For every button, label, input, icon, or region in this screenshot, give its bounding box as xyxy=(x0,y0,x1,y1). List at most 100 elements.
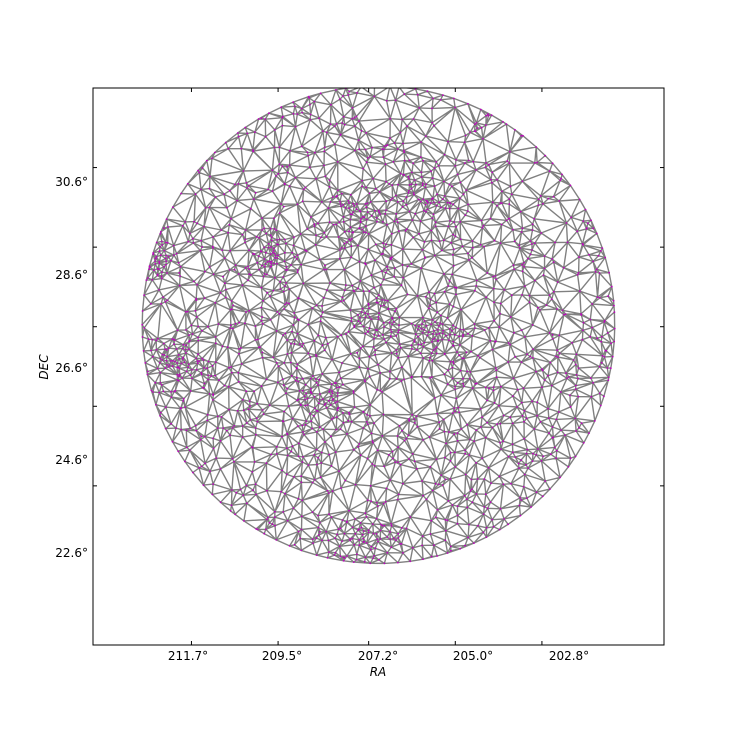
data-point xyxy=(417,325,420,328)
data-point xyxy=(480,126,483,129)
data-point xyxy=(357,314,359,316)
data-point xyxy=(405,437,408,440)
data-point xyxy=(448,201,451,204)
data-point xyxy=(321,398,324,401)
data-point xyxy=(241,436,244,438)
data-point xyxy=(293,476,295,478)
data-point xyxy=(352,202,354,205)
data-point xyxy=(284,332,287,335)
data-point xyxy=(521,180,524,183)
data-point xyxy=(395,377,398,380)
data-point xyxy=(378,211,381,214)
data-point xyxy=(164,300,167,303)
data-point xyxy=(351,107,354,109)
data-point xyxy=(528,294,531,297)
data-point xyxy=(359,322,362,325)
data-point xyxy=(315,448,318,451)
data-point xyxy=(292,324,295,326)
data-point xyxy=(350,245,353,248)
data-point xyxy=(443,273,445,275)
data-point xyxy=(281,420,284,422)
data-point xyxy=(381,391,383,393)
data-point xyxy=(441,484,444,486)
data-point xyxy=(510,482,512,485)
data-point xyxy=(187,363,190,366)
data-point xyxy=(550,298,553,301)
data-point xyxy=(261,264,263,267)
data-point xyxy=(328,399,330,402)
data-point xyxy=(164,367,167,370)
data-point xyxy=(410,344,413,347)
data-point xyxy=(408,210,411,213)
data-point xyxy=(417,335,419,338)
data-point xyxy=(228,223,231,226)
data-point xyxy=(565,372,567,375)
data-point xyxy=(211,493,214,496)
data-point xyxy=(565,222,568,224)
data-point xyxy=(458,354,461,357)
data-point xyxy=(435,161,438,163)
data-point xyxy=(274,254,277,257)
data-point xyxy=(556,349,559,352)
data-point xyxy=(162,390,165,393)
data-point xyxy=(167,256,170,258)
data-point xyxy=(547,417,550,419)
data-point xyxy=(443,373,446,376)
data-point xyxy=(200,373,203,376)
data-point xyxy=(506,160,509,163)
data-point xyxy=(314,407,316,409)
data-point xyxy=(271,523,274,526)
data-point xyxy=(580,422,583,425)
data-point xyxy=(429,377,431,379)
data-point xyxy=(181,377,184,379)
data-point xyxy=(150,349,153,352)
data-point xyxy=(477,354,479,357)
data-point xyxy=(557,356,559,358)
data-point xyxy=(186,182,189,185)
data-point xyxy=(307,352,310,355)
data-point xyxy=(185,446,188,449)
data-point xyxy=(319,393,321,395)
data-point xyxy=(182,400,185,402)
data-point xyxy=(391,184,394,187)
data-point xyxy=(459,181,462,184)
data-point xyxy=(529,253,532,256)
data-point xyxy=(374,187,377,190)
data-point xyxy=(216,427,219,429)
data-point xyxy=(479,108,482,111)
data-point xyxy=(202,484,205,486)
data-point xyxy=(297,455,300,458)
data-point xyxy=(430,170,432,173)
data-point xyxy=(369,201,372,203)
data-point xyxy=(474,382,477,385)
data-point xyxy=(395,194,397,197)
data-point xyxy=(257,255,260,257)
data-point xyxy=(315,355,318,357)
data-point xyxy=(307,154,310,157)
data-point xyxy=(281,116,284,119)
data-point xyxy=(341,296,344,299)
data-point xyxy=(230,300,233,302)
data-point xyxy=(370,432,373,435)
data-point xyxy=(306,397,309,400)
data-point xyxy=(301,389,304,392)
data-point xyxy=(303,395,306,398)
data-point xyxy=(382,413,385,416)
data-point xyxy=(441,249,443,252)
data-point xyxy=(396,498,399,501)
data-point xyxy=(269,266,272,268)
data-point xyxy=(317,514,319,517)
data-point xyxy=(291,417,294,420)
data-point xyxy=(611,355,614,358)
data-point xyxy=(479,243,482,246)
data-point xyxy=(362,290,365,293)
data-point xyxy=(176,373,179,376)
data-point xyxy=(263,258,266,260)
data-point xyxy=(440,474,443,476)
data-point xyxy=(178,272,181,274)
data-point xyxy=(280,490,283,493)
data-point xyxy=(541,386,543,389)
data-point xyxy=(456,381,459,384)
data-point xyxy=(390,522,392,525)
data-point xyxy=(413,418,416,420)
